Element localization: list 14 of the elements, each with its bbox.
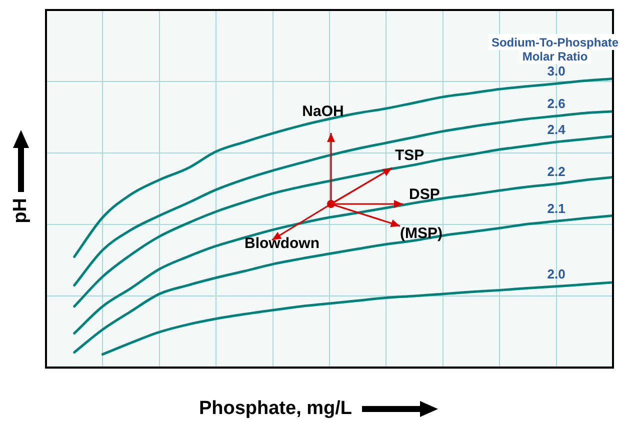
series-label: 2.1 <box>547 201 566 216</box>
annotation: DSP <box>409 186 440 203</box>
series-label: 2.0 <box>547 266 566 282</box>
legend-title: Sodium-To-Phosphate Molar Ratio <box>491 35 619 64</box>
series-label: 3.0 <box>547 64 566 79</box>
annotation: TSP <box>395 147 424 164</box>
series-label: 2.6 <box>547 96 566 112</box>
annotation: NaOH <box>302 103 344 120</box>
series-label: 2.2 <box>547 164 566 179</box>
annotation: (MSP) <box>400 225 442 242</box>
series-label: 2.4 <box>547 122 566 138</box>
x-axis-title: Phosphate, mg/L <box>198 398 352 420</box>
y-axis-title: pH <box>10 198 32 224</box>
annotation: Blowdown <box>244 235 320 252</box>
